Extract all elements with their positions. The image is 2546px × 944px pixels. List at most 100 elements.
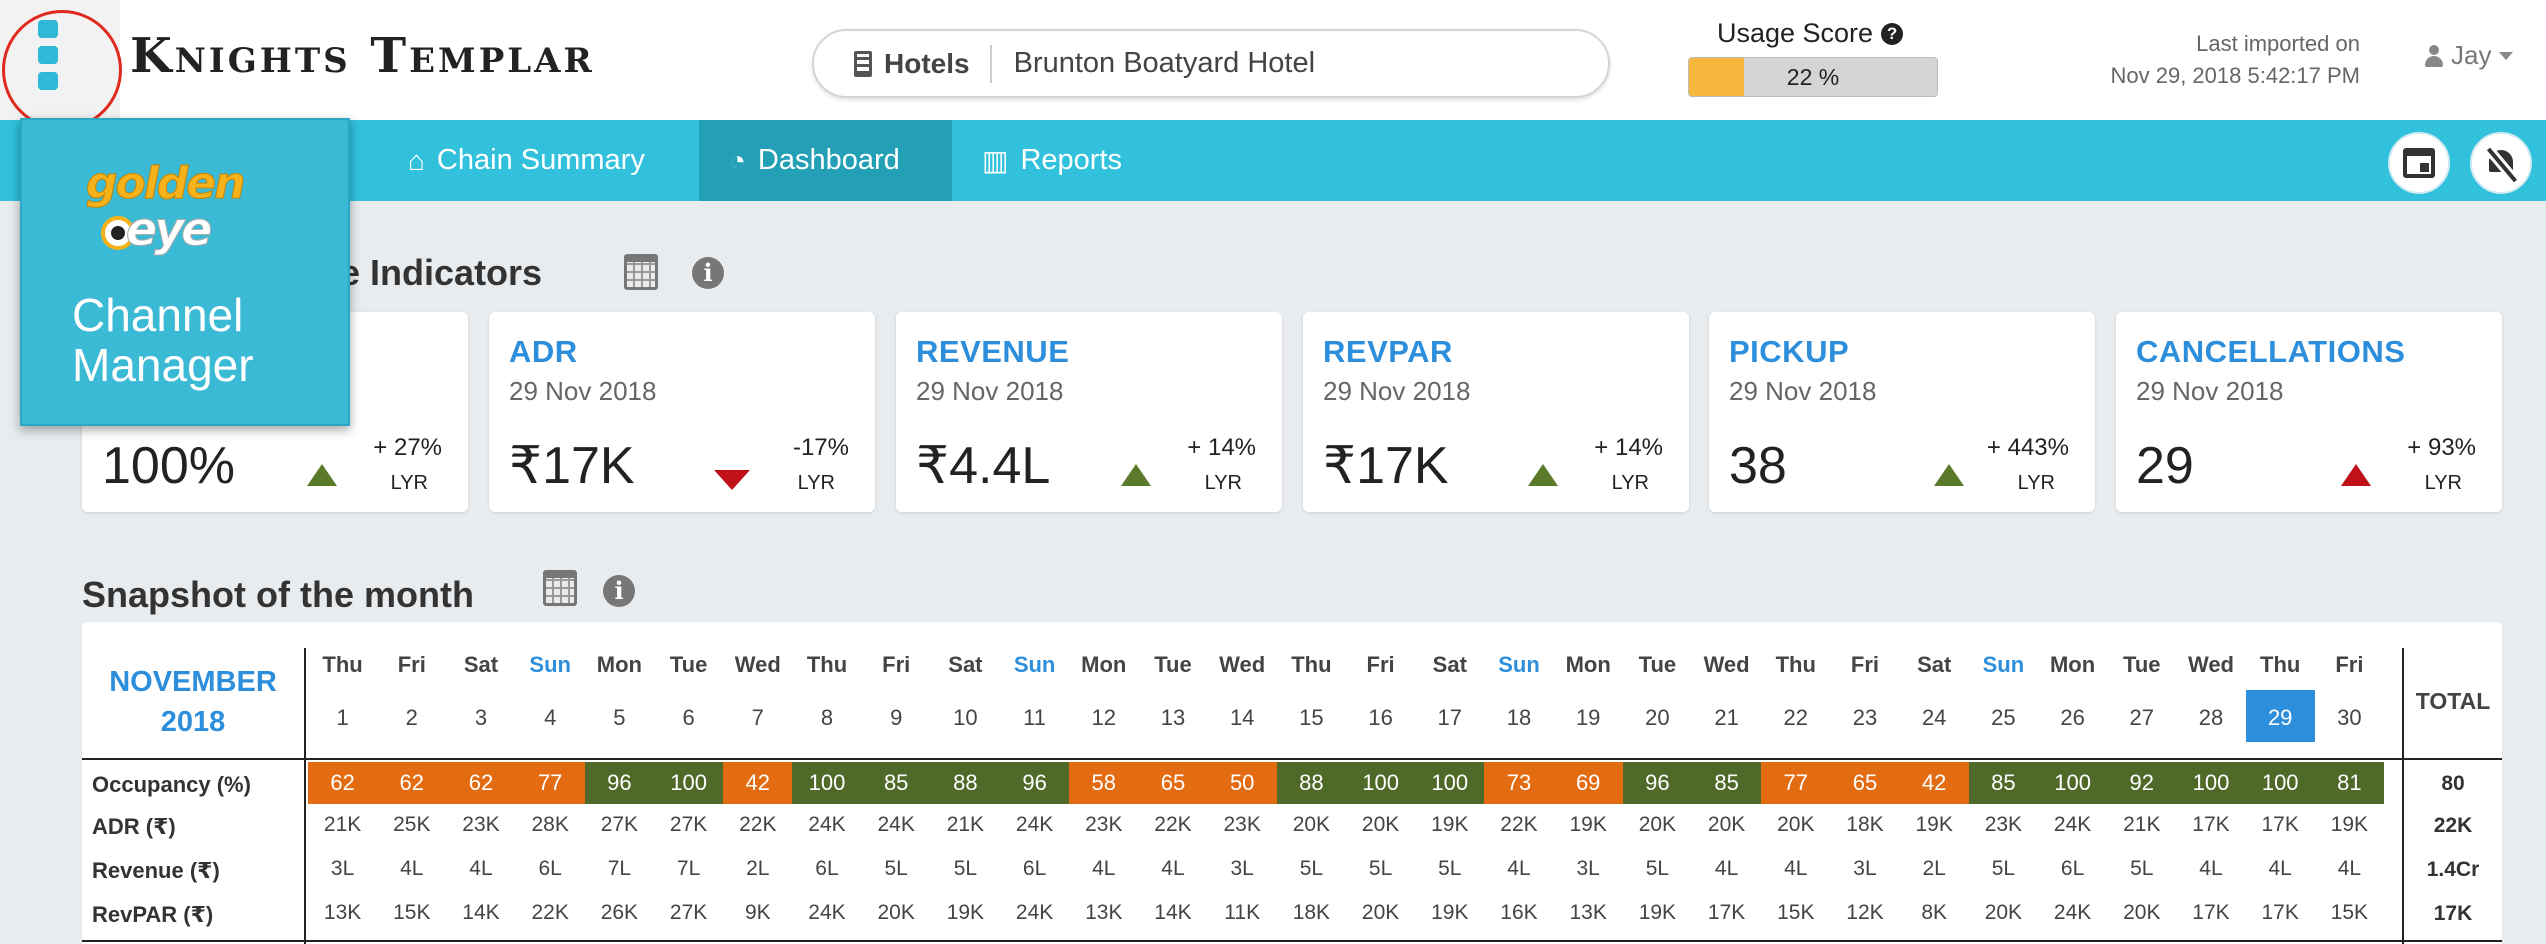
occupancy-cell: 100 <box>2038 762 2108 804</box>
kpi-date: 29 Nov 2018 <box>1323 376 1471 406</box>
search-input[interactable]: Brunton Boatyard Hotel <box>1013 47 1316 79</box>
triangle-up-icon <box>307 464 337 486</box>
table-divider <box>82 940 2502 942</box>
table-cell: 4L <box>1161 857 1185 880</box>
day-of-week: Tue <box>669 652 708 677</box>
table-cell: 17K <box>2192 813 2230 836</box>
calendar-button[interactable] <box>2388 132 2450 194</box>
table-cell: 24K <box>1015 901 1054 924</box>
kpi-title: ADR <box>509 334 578 369</box>
table-cell: 6L <box>815 857 839 880</box>
occupancy-cell: 77 <box>1761 762 1831 804</box>
table-cell: 15K <box>393 901 431 924</box>
table-cell: 5L <box>1368 857 1393 880</box>
day-of-week: Thu <box>1291 652 1332 677</box>
table-cell: 5L <box>884 857 908 880</box>
occupancy-cell: 100 <box>2245 762 2315 804</box>
kpi-card[interactable]: ADR 29 Nov 2018 ₹17K -17% LYR <box>489 312 875 512</box>
notifications-button[interactable] <box>2470 132 2532 194</box>
month-label: NOVEMBER 2018 <box>82 662 304 742</box>
table-cell: 5L <box>953 857 978 880</box>
day-of-week: Fri <box>1850 652 1880 677</box>
hotel-search[interactable]: Hotels Brunton Boatyard Hotel <box>812 29 1610 98</box>
last-imported: Last imported on Nov 29, 2018 5:42:17 PM <box>2040 28 2361 92</box>
user-menu[interactable]: Jay <box>2425 40 2514 71</box>
date-cell: 8 <box>820 705 834 730</box>
popup-title-line1: Channel <box>72 289 244 341</box>
table-cell: 6L <box>2060 857 2085 880</box>
row-total: 22K <box>2433 814 2473 837</box>
triangle-down-icon <box>714 470 750 490</box>
date-cell: 24 <box>1921 705 1947 730</box>
kpi-change: -17% <box>792 434 849 461</box>
nav-label: Chain Summary <box>436 144 645 176</box>
table-cell: 24K <box>2053 813 2092 836</box>
table-cell: 4L <box>2337 857 2362 880</box>
search-category[interactable]: Hotels <box>814 44 992 83</box>
table-cell: 3L <box>1853 857 1877 880</box>
day-of-week: Sat <box>1917 652 1952 677</box>
channel-manager-popup[interactable]: golden eye Channel Manager <box>20 118 350 426</box>
table-divider <box>304 648 306 944</box>
kpi-value: ₹17K <box>509 437 635 495</box>
occupancy-cell: 65 <box>1830 762 1900 804</box>
info-icon[interactable]: i <box>692 257 724 289</box>
table-divider <box>82 758 2502 760</box>
occupancy-cell: 42 <box>723 762 793 804</box>
row-total: 1.4Cr <box>2426 858 2480 881</box>
day-of-week: Sun <box>1498 652 1540 677</box>
info-icon[interactable]: i <box>603 575 635 607</box>
table-cell: 5L <box>1645 857 1670 880</box>
occupancy-cell: 73 <box>1484 762 1554 804</box>
occupancy-cell: 65 <box>1138 762 1208 804</box>
nav-chain-summary[interactable]: ⌂ Chain Summary <box>378 120 675 201</box>
table-cell: 26K <box>600 901 639 924</box>
date-cell: 25 <box>1991 705 2016 730</box>
table-cell: 5L <box>1438 857 1462 880</box>
table-cell: 20K <box>877 901 915 924</box>
occupancy-cell: 77 <box>515 762 585 804</box>
day-of-week: Thu <box>2260 652 2301 677</box>
kpi-card[interactable]: PICKUP 29 Nov 2018 38 + 443% LYR <box>1709 312 2095 512</box>
kpi-value: 100% <box>102 437 235 495</box>
row-total: 17K <box>2433 902 2473 925</box>
nav-dashboard[interactable]: ◔ Dashboard <box>699 120 952 201</box>
table-cell: 28K <box>531 813 569 836</box>
table-cell: 22K <box>1500 813 1538 836</box>
help-icon[interactable]: ? <box>1881 22 1904 45</box>
occupancy-cell: 81 <box>2314 762 2384 804</box>
calendar-icon <box>2403 148 2435 178</box>
table-cell: 3L <box>1230 857 1254 880</box>
kpi-section-title: ce Indicators <box>320 252 543 293</box>
kpi-change: + 93% <box>2407 434 2476 461</box>
table-cell: 20K <box>1361 813 1400 836</box>
row-total: 80 <box>2441 772 2465 795</box>
last-imported-label: Last imported on <box>2196 31 2360 56</box>
kpi-card[interactable]: REVENUE 29 Nov 2018 ₹4.4L + 14% LYR <box>896 312 1282 512</box>
table-cell: 11K <box>1224 901 1261 924</box>
table-cell: 6L <box>538 857 562 880</box>
date-cell: 21 <box>1714 705 1739 730</box>
kpi-title: CANCELLATIONS <box>2136 334 2406 369</box>
day-of-week: Sat <box>948 652 983 677</box>
calendar-icon[interactable] <box>624 254 658 290</box>
occupancy-cell: 85 <box>1692 762 1762 804</box>
usage-score-title: Usage Score ? <box>1680 18 1940 49</box>
calendar-icon[interactable] <box>543 570 577 606</box>
date-cell: 26 <box>2060 705 2085 730</box>
table-cell: 17K <box>2261 813 2299 836</box>
day-of-week: Sat <box>1432 652 1467 677</box>
kpi-card[interactable]: CANCELLATIONS 29 Nov 2018 29 + 93% LYR <box>2116 312 2502 512</box>
snapshot-table: NOVEMBER 2018 TOTAL Thu 1 Fri 2 Sat 3 Sun 4 Mon 5… <box>82 622 2502 944</box>
table-cell: 27K <box>669 901 708 924</box>
building-icon <box>854 50 872 77</box>
nav-reports[interactable]: ▥ Reports <box>952 120 1152 201</box>
day-of-week: Mon <box>596 652 642 677</box>
row-label: ADR (₹) <box>92 814 176 839</box>
occupancy-cell: 96 <box>1000 762 1070 804</box>
kpi-card[interactable]: REVPAR 29 Nov 2018 ₹17K + 14% LYR <box>1303 312 1689 512</box>
table-cell: 4L <box>2199 857 2223 880</box>
occupancy-cell: 100 <box>792 762 862 804</box>
date-cell: 11 <box>1023 705 1047 730</box>
table-cell: 20K <box>1777 813 1815 836</box>
